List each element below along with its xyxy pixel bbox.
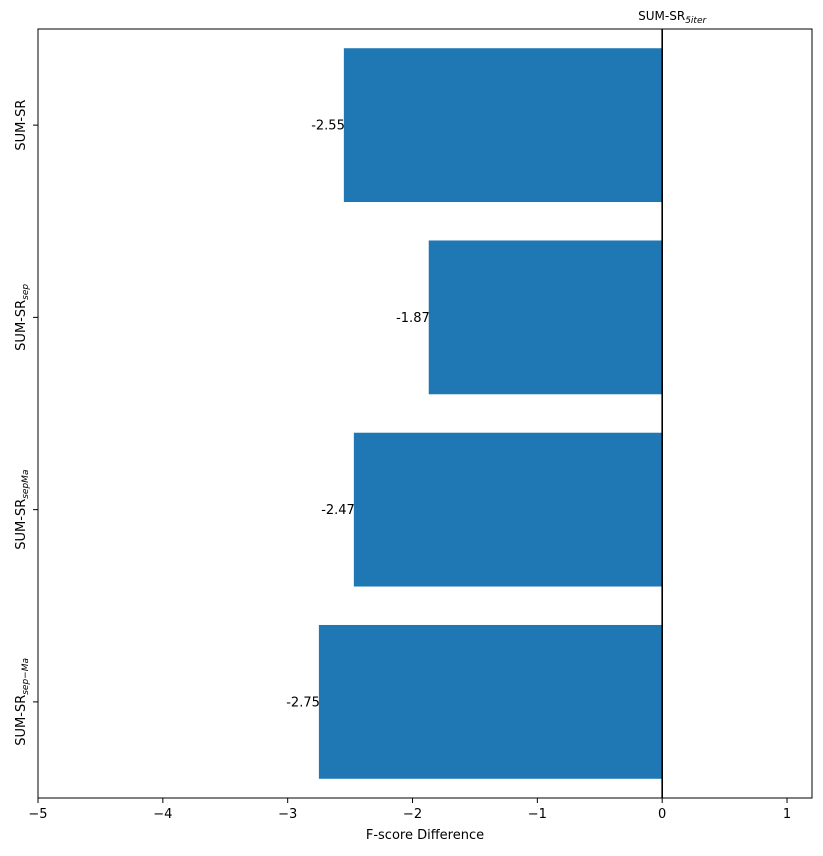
value-labels-group: -2.55 -1.87 -2.47 -2.75 (286, 119, 429, 711)
x-tick-label-1: −4 (153, 807, 172, 822)
x-tick-label-4: −1 (528, 807, 547, 822)
y-tick-label-base-1: SUM-SR (14, 300, 29, 351)
y-tick-label-subscript-3: sep−Ma (21, 658, 31, 695)
y-tick-label-2: SUM-SRsepMa (14, 470, 31, 550)
reference-line-label: SUM-SR5iter (638, 9, 707, 26)
x-tick-label-0: −5 (28, 807, 47, 822)
bar-value-label-0: -2.55 (311, 119, 345, 134)
y-tick-label-base-3: SUM-SR (14, 695, 29, 746)
bar-2 (353, 432, 663, 587)
plot-frame (37, 28, 813, 799)
y-tick-label-subscript-2: sepMa (21, 470, 31, 499)
y-tick-label-3: SUM-SRsep−Ma (14, 658, 31, 746)
y-tick-label-subscript-1: sep (21, 284, 31, 300)
y-tick-label-base-0: SUM-SR (14, 100, 29, 151)
x-tick-label-6: 1 (783, 807, 791, 822)
x-tick-label-2: −3 (278, 807, 297, 822)
reference-line-label-base: SUM-SR (638, 9, 685, 23)
bar-1 (428, 240, 663, 395)
x-tick-label-3: −2 (403, 807, 422, 822)
bars-group (318, 48, 663, 779)
x-axis-ticks: −5 −4 −3 −2 −1 0 1 (28, 798, 791, 822)
y-tick-label-base-2: SUM-SR (14, 499, 29, 550)
bar-0 (343, 48, 663, 203)
bar-3 (318, 624, 663, 779)
bar-value-label-3: -2.75 (286, 695, 320, 710)
bar-value-label-1: -1.87 (396, 311, 430, 326)
y-tick-label-1: SUM-SRsep (14, 284, 31, 351)
reference-line-label-subscript: 5iter (685, 16, 707, 26)
bar-value-label-2: -2.47 (321, 503, 355, 518)
y-tick-label-0: SUM-SR (14, 100, 29, 151)
x-axis-label: F-score Difference (366, 828, 484, 843)
x-tick-label-5: 0 (658, 807, 666, 822)
